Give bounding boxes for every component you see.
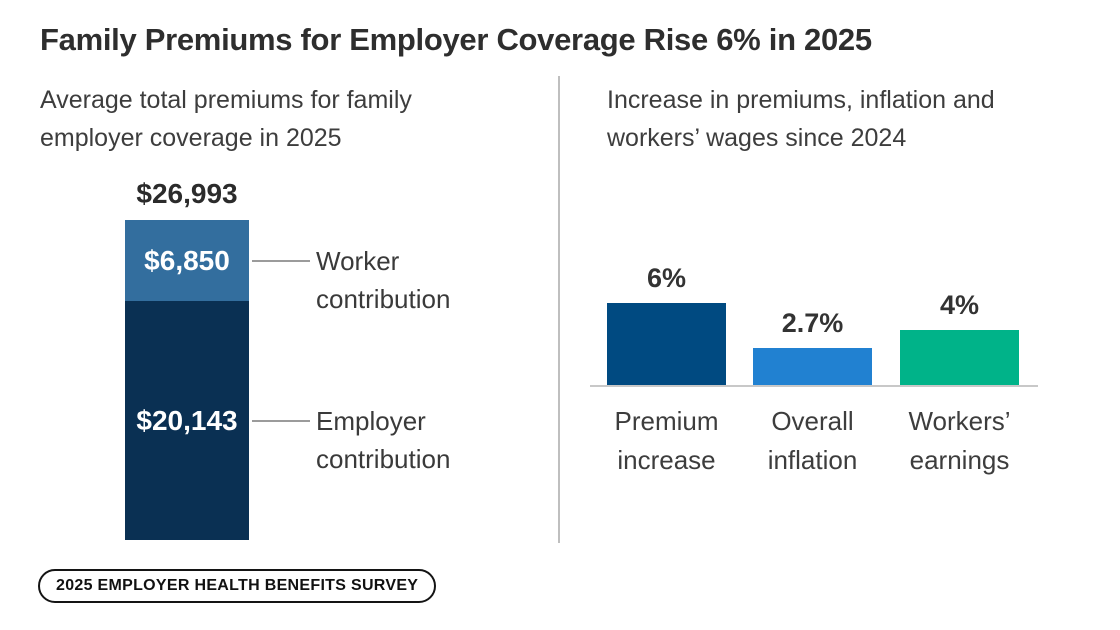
workers-earnings-value: 4% <box>939 290 980 320</box>
employer-contribution-label: Employer contribution <box>316 406 451 474</box>
overall-inflation-bar <box>753 348 872 385</box>
workers-earnings-bar <box>900 330 1019 385</box>
worker-contribution-label: Worker contribution <box>316 246 451 314</box>
employer-contribution-value: $20,143 <box>136 404 238 436</box>
bar-column-premium-increase: 6% <box>607 263 726 385</box>
total-premium-label: $26,993 <box>136 178 238 209</box>
category-label-workers-earnings: Workers’ earnings <box>908 406 1011 475</box>
employer-contribution-segment: $20,143 <box>125 301 249 540</box>
panel-divider <box>558 76 560 543</box>
source-badge-label: 2025 EMPLOYER HEALTH BENEFITS SURVEY <box>56 577 419 594</box>
category-label-premium-increase: Premium increase <box>614 406 719 475</box>
bar-column-workers-earnings: 4% <box>900 290 1019 385</box>
category-label-overall-inflation: Overall inflation <box>767 406 858 475</box>
worker-contribution-value: $6,850 <box>144 244 230 276</box>
source-badge: 2025 EMPLOYER HEALTH BENEFITS SURVEY <box>38 569 437 603</box>
premium-increase-value: 6% <box>646 263 687 293</box>
bar-column-overall-inflation: 2.7% <box>753 308 872 385</box>
left-chart-subtitle: Average total premiums for family employ… <box>40 86 412 152</box>
x-axis-line <box>590 385 1038 387</box>
page-title: Family Premiums for Employer Coverage Ri… <box>40 22 872 57</box>
comparison-bar-chart: 6% 2.7% 4% <box>590 250 1038 387</box>
worker-connector-line <box>252 260 310 262</box>
stacked-bar: $6,850 $20,143 <box>125 220 249 540</box>
worker-contribution-segment: $6,850 <box>125 220 249 301</box>
right-chart-subtitle: Increase in premiums, inflation and work… <box>607 86 995 152</box>
employer-connector-line <box>252 420 310 422</box>
premium-increase-bar <box>607 303 726 385</box>
overall-inflation-value: 2.7% <box>781 308 844 338</box>
